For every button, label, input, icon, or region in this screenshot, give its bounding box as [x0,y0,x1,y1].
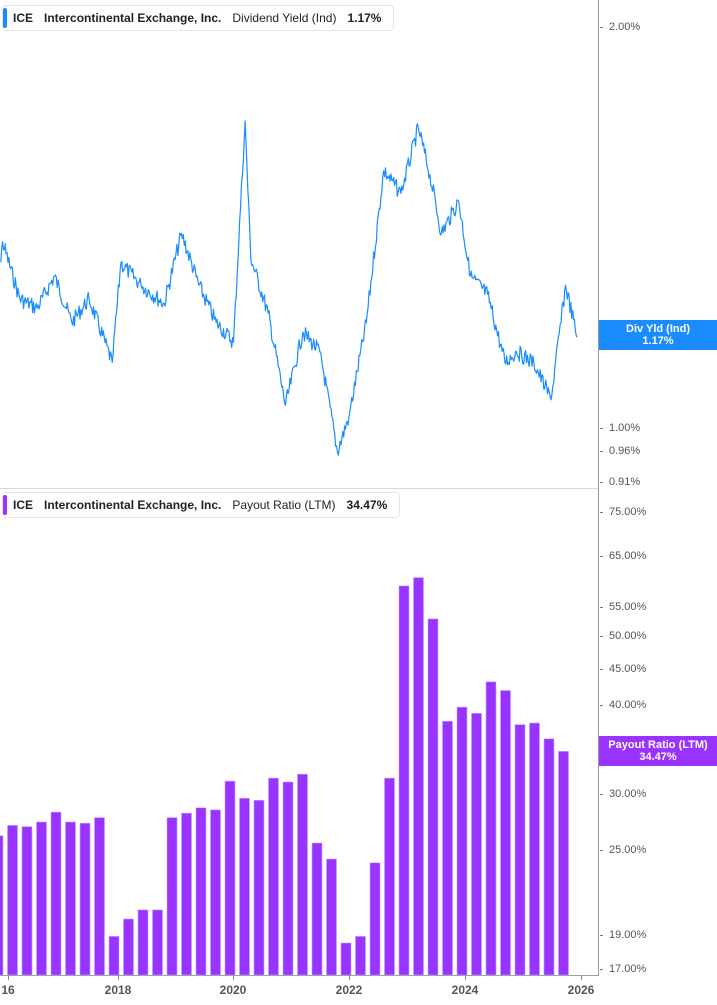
payout-ratio-bar[interactable] [340,942,352,976]
legend-metric: Payout Ratio (LTM) [232,498,336,512]
payout-ratio-bar[interactable] [123,918,134,976]
legend-ticker: ICE [13,11,34,25]
payout-ratio-value-tag: Payout Ratio (LTM) 34.47% [599,736,717,766]
x-tick-label: 16 [1,983,15,997]
x-tick [581,975,582,980]
payout-ratio-bar[interactable] [529,722,540,976]
legend-metric: Dividend Yield (Ind) [232,11,337,25]
payout-ratio-bar[interactable] [297,773,308,976]
y-tick-label: 25.00% [599,844,646,856]
y-tick-label: 0.96% [599,445,640,457]
y-tick-label: 1.00% [599,422,640,434]
panel-divider[interactable] [0,488,598,489]
payout-ratio-bar[interactable] [558,751,569,976]
legend-value: 34.47% [346,498,388,512]
payout-ratio-bar[interactable] [485,681,497,976]
payout-ratio-bar[interactable] [514,724,526,976]
dividend-yield-line-chart [0,120,578,456]
x-tick [233,975,234,980]
tag-label: Payout Ratio (LTM) [608,739,708,751]
payout-ratio-bar[interactable] [0,835,4,976]
payout-ratio-bar[interactable] [152,909,163,976]
payout-ratio-bar[interactable] [36,821,47,976]
payout-ratio-bar[interactable] [442,720,453,976]
x-tick-label: 2018 [104,983,132,997]
payout-ratio-bar[interactable] [108,936,120,976]
y-tick-label: 65.00% [599,550,646,562]
payout-ratio-bar[interactable] [65,821,76,976]
payout-ratio-bar[interactable] [21,826,33,976]
x-tick [8,975,9,980]
legend-color-swatch [3,495,7,515]
dividend-yield-legend[interactable]: ICE Intercontinental Exchange, Inc. Divi… [2,5,395,31]
y-tick-label: 40.00% [599,699,646,711]
payout-ratio-bar[interactable] [181,812,192,976]
payout-ratio-bar[interactable] [195,807,207,976]
payout-ratio-bar[interactable] [50,811,62,976]
payout-ratio-bar[interactable] [224,780,236,976]
payout-ratio-bar[interactable] [456,706,468,976]
payout-ratio-bar[interactable] [137,909,149,976]
payout-ratio-bar[interactable] [268,777,279,976]
dividend-yield-line [0,120,578,456]
payout-ratio-bar[interactable] [326,858,337,976]
y-tick-label: 30.00% [599,788,646,800]
payout-ratio-bar[interactable] [166,817,178,976]
x-axis-line [0,975,599,976]
x-tick [118,975,119,980]
y-tick-label: 17.00% [599,963,646,975]
x-tick [349,975,350,980]
payout-ratio-legend[interactable]: ICE Intercontinental Exchange, Inc. Payo… [2,492,401,518]
x-tick-label: 2022 [335,983,363,997]
x-tick-label: 2026 [567,983,595,997]
legend-company: Intercontinental Exchange, Inc. [44,498,222,512]
y-axis-line [598,0,599,976]
payout-ratio-bar[interactable] [79,822,91,976]
x-tick-label: 2020 [219,983,247,997]
x-tick-label: 2024 [451,983,479,997]
y-tick-label: 0.91% [599,476,640,488]
y-tick-label: 19.00% [599,929,646,941]
payout-ratio-bar[interactable] [94,817,105,976]
payout-ratio-bar[interactable] [398,585,410,976]
x-tick [465,975,466,980]
payout-ratio-bar[interactable] [253,799,265,976]
tag-value: 1.17% [642,335,674,347]
payout-ratio-bar[interactable] [543,738,555,976]
payout-ratio-bar[interactable] [7,825,18,976]
y-tick-label: 55.00% [599,601,646,613]
payout-ratio-bar[interactable] [355,936,366,976]
tag-value: 34.47% [639,751,677,763]
y-tick-label: 2.00% [599,21,640,33]
payout-ratio-bar[interactable] [427,618,439,976]
payout-ratio-bar[interactable] [239,797,250,976]
legend-ticker: ICE [13,498,34,512]
payout-ratio-bar[interactable] [500,690,511,976]
payout-ratio-bar[interactable] [384,777,395,976]
payout-ratio-bar[interactable] [413,577,424,976]
legend-color-swatch [3,8,7,28]
payout-ratio-bar[interactable] [311,842,323,976]
tag-label: Div Yld (Ind) [626,323,690,335]
payout-ratio-bar[interactable] [369,862,381,976]
payout-ratio-bar[interactable] [210,809,221,976]
legend-value: 1.17% [347,11,382,25]
legend-company: Intercontinental Exchange, Inc. [44,11,222,25]
dividend-yield-panel: ICE Intercontinental Exchange, Inc. Divi… [0,0,717,488]
y-tick-label: 45.00% [599,663,646,675]
payout-ratio-bar[interactable] [471,712,482,976]
payout-ratio-bar[interactable] [282,781,294,976]
y-tick-label: 75.00% [599,506,646,518]
y-tick-label: 50.00% [599,630,646,642]
dividend-yield-value-tag: Div Yld (Ind) 1.17% [599,320,717,350]
